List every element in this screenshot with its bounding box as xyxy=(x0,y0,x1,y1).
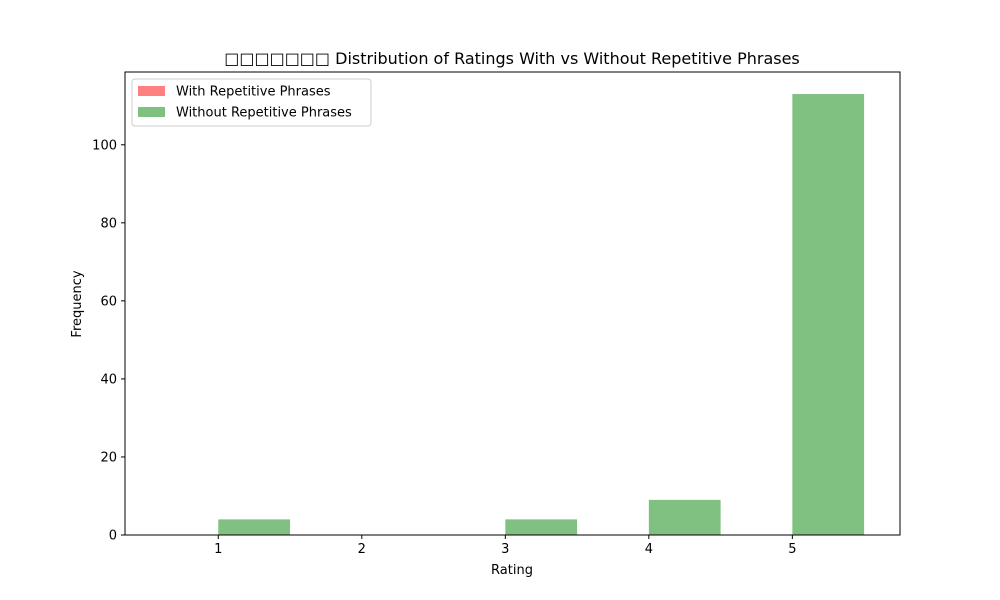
legend-swatch-1 xyxy=(138,107,165,117)
legend-swatch-0 xyxy=(138,86,165,96)
bar-series-1-bin-0 xyxy=(218,519,291,535)
bar-series-1-bin-3 xyxy=(792,94,865,536)
x-tick-label: 2 xyxy=(358,542,366,557)
y-tick-label: 100 xyxy=(92,138,117,153)
y-tick-label: 80 xyxy=(100,216,117,231)
x-axis-label: Rating xyxy=(491,563,533,578)
x-axis: 1 2 3 4 5 xyxy=(214,535,797,557)
legend-label-1: Without Repetitive Phrases xyxy=(176,106,352,121)
bar-series-1-bin-1 xyxy=(505,519,578,535)
x-tick-label: 1 xyxy=(214,542,222,557)
y-tick-label: 60 xyxy=(100,294,117,309)
x-tick-label: 5 xyxy=(788,542,796,557)
bars-layer xyxy=(218,94,865,536)
y-axis-label: Frequency xyxy=(70,270,85,337)
plot-frame xyxy=(124,71,901,536)
bar-series-1-bin-2 xyxy=(648,499,721,535)
y-tick-label: 40 xyxy=(100,372,117,387)
y-tick-label: 20 xyxy=(100,450,117,465)
y-tick-label: 0 xyxy=(109,529,117,544)
x-tick-label: 4 xyxy=(645,542,653,557)
legend-label-0: With Repetitive Phrases xyxy=(176,85,331,100)
y-axis: 0 20 40 60 80 100 xyxy=(92,138,125,544)
legend-frame xyxy=(131,78,372,127)
chart-title: □□□□□□□ Distribution of Ratings With vs … xyxy=(224,49,800,68)
legend: With Repetitive Phrases Without Repetitiv… xyxy=(131,78,372,127)
x-tick-label: 3 xyxy=(501,542,509,557)
